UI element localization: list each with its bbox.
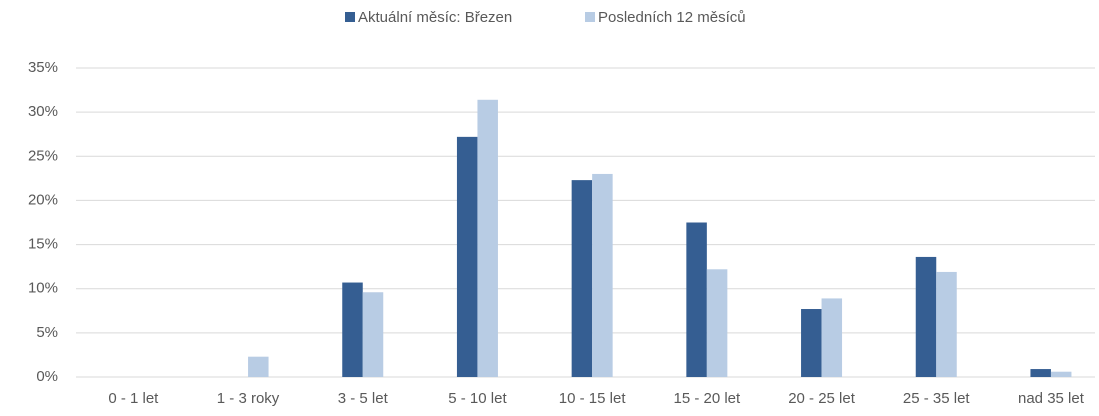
legend-label: Posledních 12 měsíců xyxy=(598,9,746,26)
bar xyxy=(342,282,363,377)
bar xyxy=(362,292,384,377)
x-tick-label: nad 35 let xyxy=(1018,390,1085,407)
y-tick-label: 0% xyxy=(36,368,58,385)
y-tick-label: 10% xyxy=(28,280,58,297)
bar xyxy=(248,356,269,377)
bar xyxy=(706,269,728,377)
x-tick-label: 3 - 5 let xyxy=(338,390,389,407)
x-tick-label: 25 - 35 let xyxy=(903,390,971,407)
legend-swatch xyxy=(345,12,355,22)
x-tick-label: 10 - 15 let xyxy=(559,390,627,407)
bar xyxy=(456,136,478,377)
x-tick-label: 0 - 1 let xyxy=(108,390,159,407)
y-tick-label: 35% xyxy=(28,59,58,76)
y-tick-label: 15% xyxy=(28,236,58,253)
legend-label: Aktuální měsíc: Březen xyxy=(358,9,512,26)
bar xyxy=(821,298,843,377)
x-tick-label: 20 - 25 let xyxy=(788,390,856,407)
bar xyxy=(1030,369,1051,377)
bar xyxy=(571,180,593,377)
x-tick-label: 5 - 10 let xyxy=(448,390,507,407)
bar xyxy=(1050,371,1072,377)
x-tick-label: 15 - 20 let xyxy=(673,390,741,407)
y-tick-label: 25% xyxy=(28,147,58,164)
bar xyxy=(592,173,613,377)
bar xyxy=(686,222,707,377)
x-tick-label: 1 - 3 roky xyxy=(217,390,280,407)
y-tick-label: 5% xyxy=(36,324,58,341)
bar xyxy=(477,99,498,377)
y-tick-label: 20% xyxy=(28,191,58,208)
bar xyxy=(801,309,822,377)
bar xyxy=(936,271,957,377)
bar xyxy=(915,256,937,377)
legend-swatch xyxy=(585,12,595,22)
y-tick-label: 30% xyxy=(28,103,58,120)
